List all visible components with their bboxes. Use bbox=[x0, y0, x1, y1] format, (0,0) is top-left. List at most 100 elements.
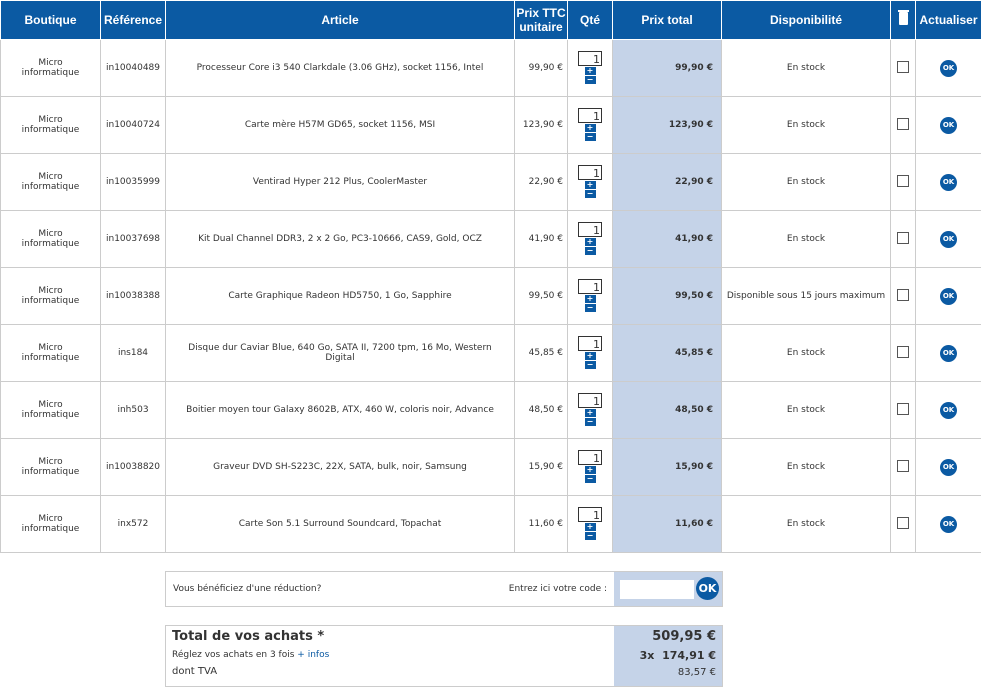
delete-cell bbox=[891, 268, 916, 325]
minus-button[interactable]: − bbox=[585, 361, 596, 369]
reference-cell: in10040489 bbox=[101, 40, 166, 97]
refresh-ok-button[interactable]: OK bbox=[940, 174, 957, 191]
total-price-cell: 48,50 € bbox=[613, 382, 722, 439]
refresh-ok-button[interactable]: OK bbox=[940, 117, 957, 134]
trash-icon bbox=[899, 12, 908, 25]
qty-cell: 1+− bbox=[568, 211, 613, 268]
minus-button[interactable]: − bbox=[585, 133, 596, 141]
vat-label: dont TVA bbox=[172, 666, 217, 677]
article-cell: Boitier moyen tour Galaxy 8602B, ATX, 46… bbox=[166, 382, 515, 439]
refresh-ok-button[interactable]: OK bbox=[940, 60, 957, 77]
unit-price-cell: 41,90 € bbox=[515, 211, 568, 268]
article-cell: Carte mère H57M GD65, socket 1156, MSI bbox=[166, 97, 515, 154]
delete-checkbox[interactable] bbox=[897, 346, 909, 358]
header-article: Article bbox=[166, 1, 515, 40]
table-header: Boutique Référence Article Prix TTC unit… bbox=[1, 1, 981, 40]
availability-cell: Disponible sous 15 jours maximum bbox=[722, 268, 891, 325]
shop-cell: Micro informatique bbox=[1, 382, 101, 439]
article-cell: Ventirad Hyper 212 Plus, CoolerMaster bbox=[166, 154, 515, 211]
refresh-ok-button[interactable]: OK bbox=[940, 288, 957, 305]
plus-button[interactable]: + bbox=[585, 295, 596, 303]
refresh-cell: OK bbox=[916, 154, 981, 211]
minus-button[interactable]: − bbox=[585, 76, 596, 84]
plus-button[interactable]: + bbox=[585, 67, 596, 75]
refresh-cell: OK bbox=[916, 439, 981, 496]
shop-cell: Micro informatique bbox=[1, 496, 101, 553]
plus-button[interactable]: + bbox=[585, 409, 596, 417]
plus-button[interactable]: + bbox=[585, 466, 596, 474]
qty-input[interactable]: 1 bbox=[578, 279, 602, 294]
qty-input[interactable]: 1 bbox=[578, 450, 602, 465]
plus-button[interactable]: + bbox=[585, 238, 596, 246]
refresh-cell: OK bbox=[916, 382, 981, 439]
qty-input[interactable]: 1 bbox=[578, 51, 602, 66]
minus-button[interactable]: − bbox=[585, 475, 596, 483]
unit-price-cell: 11,60 € bbox=[515, 496, 568, 553]
delete-checkbox[interactable] bbox=[897, 118, 909, 130]
delete-cell bbox=[891, 382, 916, 439]
plus-button[interactable]: + bbox=[585, 523, 596, 531]
refresh-ok-button[interactable]: OK bbox=[940, 402, 957, 419]
minus-button[interactable]: − bbox=[585, 532, 596, 540]
refresh-ok-button[interactable]: OK bbox=[940, 231, 957, 248]
header-availability: Disponibilité bbox=[722, 1, 891, 40]
qty-cell: 1+− bbox=[568, 496, 613, 553]
table-row: Micro informatique in10037698 Kit Dual C… bbox=[1, 211, 981, 268]
promo-code-input[interactable] bbox=[620, 580, 694, 599]
unit-price-cell: 15,90 € bbox=[515, 439, 568, 496]
minus-button[interactable]: − bbox=[585, 304, 596, 312]
refresh-ok-button[interactable]: OK bbox=[940, 516, 957, 533]
reference-cell: inx572 bbox=[101, 496, 166, 553]
qty-input[interactable]: 1 bbox=[578, 336, 602, 351]
promo-ok-button[interactable]: OK bbox=[696, 577, 719, 600]
plus-button[interactable]: + bbox=[585, 181, 596, 189]
refresh-ok-button[interactable]: OK bbox=[940, 459, 957, 476]
installments-text: Réglez vos achats en 3 fois bbox=[172, 650, 294, 660]
table-row: Micro informatique in10035999 Ventirad H… bbox=[1, 154, 981, 211]
qty-input[interactable]: 1 bbox=[578, 108, 602, 123]
table-row: Micro informatique in10038388 Carte Grap… bbox=[1, 268, 981, 325]
article-cell: Carte Son 5.1 Surround Soundcard, Topach… bbox=[166, 496, 515, 553]
unit-price-cell: 45,85 € bbox=[515, 325, 568, 382]
minus-button[interactable]: − bbox=[585, 190, 596, 198]
unit-price-cell: 22,90 € bbox=[515, 154, 568, 211]
refresh-cell: OK bbox=[916, 40, 981, 97]
refresh-ok-button[interactable]: OK bbox=[940, 345, 957, 362]
delete-checkbox[interactable] bbox=[897, 403, 909, 415]
reference-cell: inh503 bbox=[101, 382, 166, 439]
reference-cell: in10038820 bbox=[101, 439, 166, 496]
availability-cell: En stock bbox=[722, 40, 891, 97]
qty-cell: 1+− bbox=[568, 439, 613, 496]
refresh-cell: OK bbox=[916, 211, 981, 268]
minus-button[interactable]: − bbox=[585, 247, 596, 255]
qty-input[interactable]: 1 bbox=[578, 393, 602, 408]
table-row: Micro informatique inh503 Boitier moyen … bbox=[1, 382, 981, 439]
total-price-cell: 45,85 € bbox=[613, 325, 722, 382]
plus-button[interactable]: + bbox=[585, 352, 596, 360]
qty-input[interactable]: 1 bbox=[578, 222, 602, 237]
availability-cell: En stock bbox=[722, 496, 891, 553]
total-value: 509,95 € bbox=[652, 629, 716, 644]
shop-cell: Micro informatique bbox=[1, 97, 101, 154]
delete-checkbox[interactable] bbox=[897, 61, 909, 73]
delete-checkbox[interactable] bbox=[897, 175, 909, 187]
reference-cell: ins184 bbox=[101, 325, 166, 382]
header-qty: Qté bbox=[568, 1, 613, 40]
totals-title: Total de vos achats * bbox=[172, 629, 324, 644]
delete-checkbox[interactable] bbox=[897, 289, 909, 301]
delete-checkbox[interactable] bbox=[897, 232, 909, 244]
promo-question: Vous bénéficiez d'une réduction? bbox=[173, 584, 321, 594]
availability-cell: En stock bbox=[722, 382, 891, 439]
total-price-cell: 41,90 € bbox=[613, 211, 722, 268]
delete-checkbox[interactable] bbox=[897, 517, 909, 529]
qty-input[interactable]: 1 bbox=[578, 165, 602, 180]
infos-link[interactable]: + infos bbox=[297, 650, 329, 660]
minus-button[interactable]: − bbox=[585, 418, 596, 426]
plus-button[interactable]: + bbox=[585, 124, 596, 132]
unit-price-cell: 48,50 € bbox=[515, 382, 568, 439]
delete-cell bbox=[891, 40, 916, 97]
availability-cell: En stock bbox=[722, 154, 891, 211]
qty-input[interactable]: 1 bbox=[578, 507, 602, 522]
total-price-cell: 15,90 € bbox=[613, 439, 722, 496]
delete-checkbox[interactable] bbox=[897, 460, 909, 472]
